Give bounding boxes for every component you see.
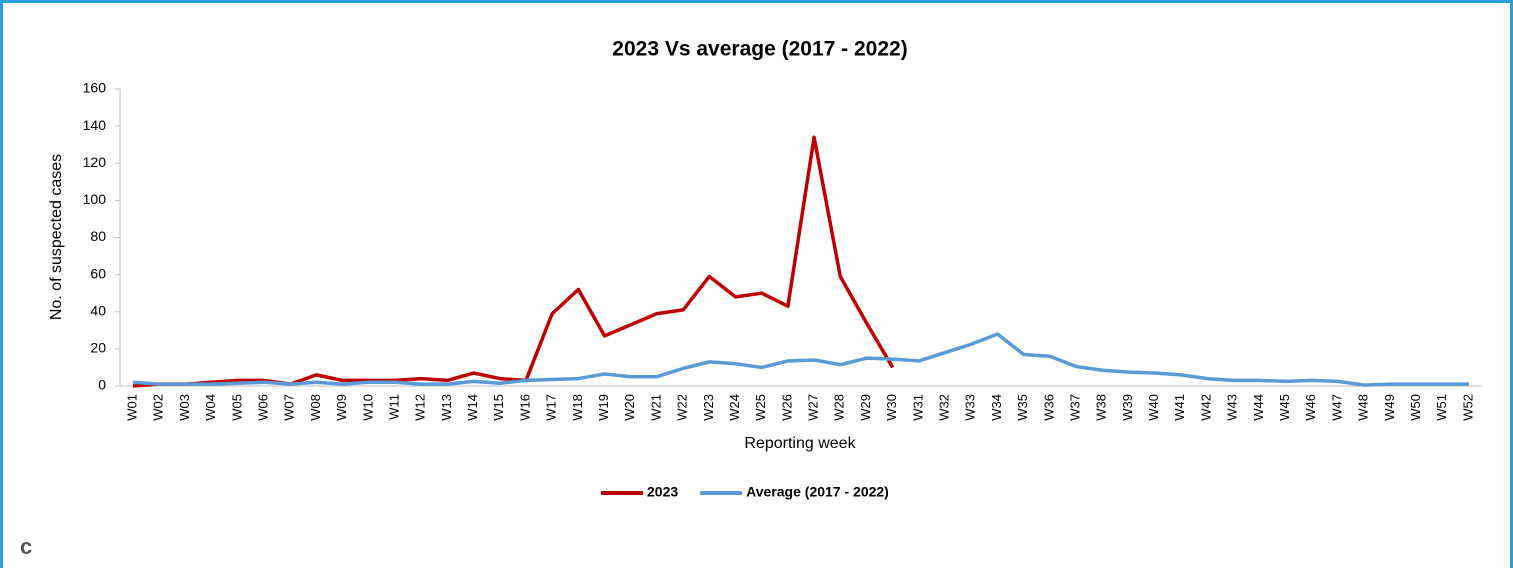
x-tick-label: W31 xyxy=(910,394,925,421)
x-tick-label: W27 xyxy=(806,394,821,421)
y-tick-label: 40 xyxy=(90,302,106,318)
x-tick-label: W19 xyxy=(596,394,611,421)
x-tick-label: W14 xyxy=(465,394,480,421)
x-tick-label: W40 xyxy=(1146,394,1161,421)
x-tick-label: W23 xyxy=(701,394,716,421)
x-tick-label: W46 xyxy=(1303,394,1318,421)
x-tick-label: W26 xyxy=(779,394,794,421)
x-tick-label: W33 xyxy=(963,394,978,421)
legend-label: 2023 xyxy=(647,484,678,500)
x-tick-label: W38 xyxy=(1094,394,1109,421)
x-tick-label: W52 xyxy=(1460,394,1475,421)
x-tick-label: W43 xyxy=(1225,394,1240,421)
x-tick-label: W47 xyxy=(1329,394,1344,421)
x-tick-label: W22 xyxy=(675,394,690,421)
x-tick-label: W05 xyxy=(229,394,244,421)
x-tick-label: W37 xyxy=(1067,394,1082,421)
x-tick-label: W34 xyxy=(989,394,1004,421)
x-tick-label: W16 xyxy=(517,394,532,421)
x-tick-label: W07 xyxy=(282,394,297,421)
x-tick-label: W48 xyxy=(1356,394,1371,421)
x-tick-label: W04 xyxy=(203,394,218,421)
x-tick-label: W12 xyxy=(413,394,428,421)
x-tick-label: W03 xyxy=(177,394,192,421)
x-tick-label: W17 xyxy=(544,394,559,421)
x-tick-label: W21 xyxy=(648,394,663,421)
chart-title: 2023 Vs average (2017 - 2022) xyxy=(612,38,907,61)
x-tick-label: W18 xyxy=(570,394,585,421)
y-tick-label: 20 xyxy=(90,340,106,356)
x-tick-label: W01 xyxy=(125,394,140,421)
x-tick-label: W20 xyxy=(622,394,637,421)
series-line xyxy=(132,332,1469,387)
x-tick-label: W13 xyxy=(439,394,454,421)
y-tick-label: 140 xyxy=(83,117,107,133)
x-tick-label: W09 xyxy=(334,394,349,421)
x-tick-label: W24 xyxy=(727,394,742,421)
x-tick-label: W41 xyxy=(1172,394,1187,421)
x-tick-label: W39 xyxy=(1120,394,1135,421)
y-tick-label: 120 xyxy=(83,154,107,170)
x-tick-label: W42 xyxy=(1198,394,1213,421)
x-tick-label: W35 xyxy=(1015,394,1030,421)
x-tick-label: W45 xyxy=(1277,394,1292,421)
x-axis-label: Reporting week xyxy=(744,435,856,452)
y-tick-label: 0 xyxy=(98,377,106,393)
y-tick-label: 80 xyxy=(90,228,106,244)
x-tick-label: W10 xyxy=(360,394,375,421)
y-tick-label: 160 xyxy=(83,80,107,96)
x-tick-label: W30 xyxy=(884,394,899,421)
x-tick-label: W51 xyxy=(1434,394,1449,421)
x-tick-label: W44 xyxy=(1251,394,1266,421)
y-axis-label: No. of suspected cases xyxy=(48,154,65,320)
x-tick-label: W29 xyxy=(858,394,873,421)
x-tick-label: W28 xyxy=(832,394,847,421)
x-tick-label: W15 xyxy=(491,394,506,421)
x-tick-label: W06 xyxy=(255,394,270,421)
y-tick-label: 60 xyxy=(90,265,106,281)
x-tick-label: W08 xyxy=(308,394,323,421)
series-line xyxy=(132,135,895,388)
legend-label: Average (2017 - 2022) xyxy=(746,484,889,500)
y-tick-label: 100 xyxy=(83,191,107,207)
x-tick-label: W49 xyxy=(1382,394,1397,421)
x-tick-label: W25 xyxy=(753,394,768,421)
x-tick-label: W32 xyxy=(936,394,951,421)
x-tick-label: W50 xyxy=(1408,394,1423,421)
panel-label: c xyxy=(20,534,32,559)
x-tick-label: W02 xyxy=(151,394,166,421)
x-tick-label: W11 xyxy=(386,394,401,420)
x-tick-label: W36 xyxy=(1041,394,1056,421)
